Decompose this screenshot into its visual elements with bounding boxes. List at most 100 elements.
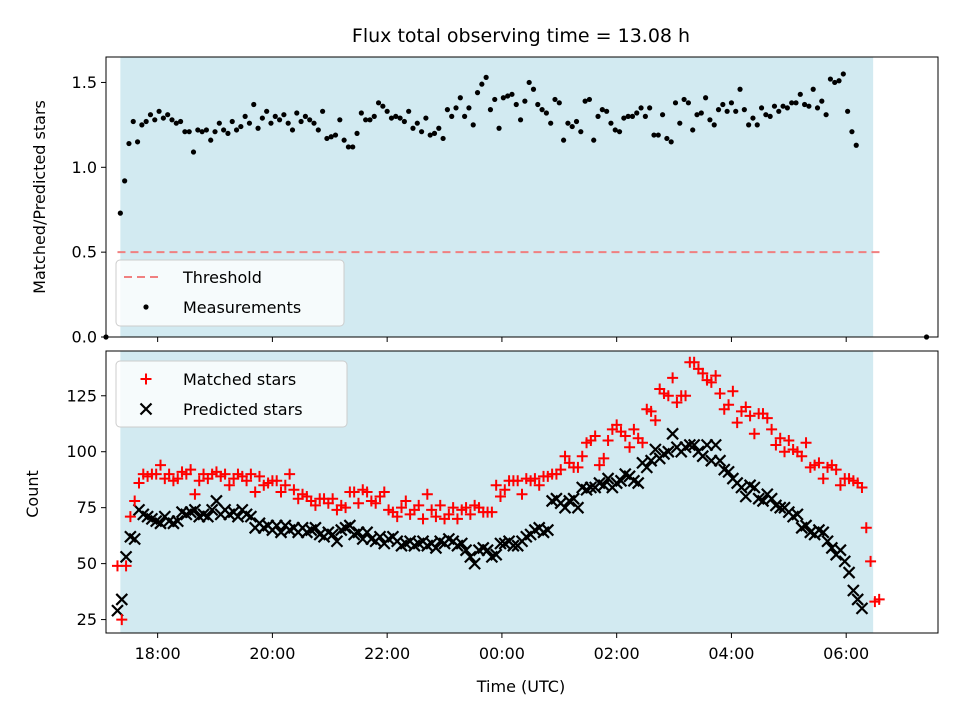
predicted-marker — [571, 501, 585, 514]
measurement-point — [186, 129, 192, 135]
measurement-point — [707, 117, 713, 123]
x-tick-label: 04:00 — [708, 644, 754, 663]
matched-marker — [817, 473, 829, 485]
measurement-point — [143, 118, 149, 125]
predicted-marker — [128, 532, 141, 546]
matched-marker — [559, 450, 571, 462]
measurement-point — [474, 90, 481, 96]
axes-frame — [105, 56, 939, 338]
measurement-point — [427, 132, 433, 138]
matched-marker — [671, 396, 683, 408]
matched-marker — [619, 430, 631, 442]
measurement-point — [746, 122, 752, 128]
measurement-point — [801, 101, 808, 108]
matched-marker — [714, 388, 726, 400]
measurement-point — [832, 79, 838, 86]
predicted-marker — [834, 543, 847, 557]
measurement-point — [298, 118, 304, 125]
measurement-point — [819, 98, 825, 104]
matched-marker — [189, 488, 201, 500]
predicted-marker — [640, 461, 654, 474]
measurement-point — [608, 120, 614, 126]
measurement-point — [401, 118, 407, 125]
measurement-point — [625, 113, 631, 119]
measurement-point — [492, 96, 498, 103]
bottom-panel: 25 50 75 100 125 18:00 20:00 22:00 00:00 02:00 04:… — [66, 350, 939, 663]
legend-threshold-label: Threshold — [182, 268, 262, 287]
measurement-point — [526, 79, 532, 86]
matched-marker — [309, 499, 321, 511]
measurement-point — [784, 105, 790, 111]
matched-marker — [624, 441, 636, 453]
measurement-point — [444, 107, 451, 113]
measurement-point — [367, 117, 373, 123]
bottom-ylabel: Count — [23, 470, 42, 518]
measurement-point — [315, 127, 321, 133]
legend-top: Threshold Measurements — [115, 259, 345, 327]
measurement-point — [595, 113, 601, 119]
y-tick-label: 1.5 — [72, 73, 97, 92]
predicted-marker — [838, 555, 852, 568]
matched-marker — [611, 419, 623, 431]
measurement-point — [517, 117, 524, 123]
measurement-point — [565, 120, 571, 126]
legend-matched-swatch — [140, 373, 152, 385]
measurement-point — [539, 107, 545, 113]
measurement-point — [462, 113, 468, 119]
matched-marker — [572, 461, 584, 473]
predicted-marker — [330, 534, 344, 548]
predicted-marker — [722, 465, 735, 479]
measurement-point — [849, 129, 855, 135]
measurement-point — [690, 127, 696, 133]
matched-marker — [774, 432, 786, 444]
chart-title: Flux total observing time = 13.08 h — [352, 25, 690, 47]
measurement-point — [522, 98, 528, 104]
predicted-marker — [119, 550, 133, 564]
predicted-marker — [709, 438, 722, 452]
measurement-point — [285, 120, 291, 126]
matched-marker — [417, 513, 429, 525]
measurement-point — [134, 139, 141, 145]
measurement-point — [758, 105, 765, 111]
measurement-point — [647, 105, 653, 111]
matched-marker — [662, 390, 674, 402]
measurement-point — [767, 113, 773, 119]
matched-marker — [499, 484, 511, 496]
measurement-point — [530, 86, 537, 92]
measurement-point — [500, 95, 506, 101]
matched-marker — [447, 502, 459, 514]
measurement-point — [814, 105, 821, 111]
top-panel: 0.0 0.5 1.0 1.5 Threshold Measurements — [72, 56, 939, 347]
measurement-point — [156, 108, 162, 114]
measurement-point — [440, 135, 446, 142]
measurement-point — [251, 101, 257, 108]
measurement-point — [840, 71, 846, 77]
matched-marker — [710, 370, 722, 382]
measurement-point — [703, 95, 709, 101]
matched-marker — [516, 488, 528, 500]
matched-marker — [348, 486, 360, 498]
matched-marker — [688, 356, 700, 368]
measurement-point — [823, 112, 829, 118]
measurement-point — [763, 112, 769, 118]
legend-measurements-swatch — [143, 304, 149, 310]
matched-marker — [451, 513, 463, 525]
predicted-marker — [468, 557, 481, 570]
bottom-xlabel: Time (UTC) — [476, 677, 565, 696]
measurement-point — [578, 129, 584, 135]
legend-bottom: Matched stars Predicted stars — [115, 360, 348, 428]
measurement-point — [332, 132, 339, 138]
measurement-point — [418, 129, 425, 135]
measurement-point — [122, 178, 128, 184]
measurement-point — [638, 105, 644, 111]
measurement-point — [324, 135, 330, 142]
measurement-point — [552, 96, 558, 103]
matched-marker — [124, 511, 136, 523]
measurement-point — [363, 117, 369, 123]
matched-marker — [766, 423, 778, 435]
measurement-point — [414, 120, 420, 126]
matched-marker — [249, 486, 261, 498]
axes-frame — [105, 350, 939, 634]
measurement-point — [509, 91, 515, 97]
